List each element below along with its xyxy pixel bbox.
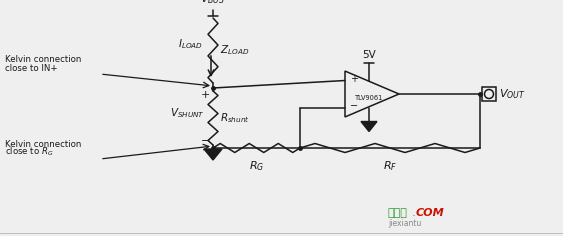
Text: Kelvin connection: Kelvin connection (5, 55, 82, 64)
Text: −: − (200, 136, 210, 146)
Text: $R_{shunt}$: $R_{shunt}$ (220, 111, 250, 125)
Text: 5V: 5V (362, 50, 376, 59)
Text: $Z_{LOAD}$: $Z_{LOAD}$ (220, 44, 249, 57)
Text: jiexiantu: jiexiantu (388, 219, 421, 228)
Text: $V_{OUT}$: $V_{OUT}$ (499, 87, 526, 101)
Text: close to $R_G$: close to $R_G$ (5, 146, 53, 158)
Text: $R_F$: $R_F$ (383, 159, 397, 173)
Text: +: + (350, 75, 358, 84)
Text: .: . (412, 206, 416, 219)
Text: close to IN+: close to IN+ (5, 64, 57, 73)
Text: $R_G$: $R_G$ (249, 159, 264, 173)
Bar (482, 87, 496, 101)
Text: −: − (350, 101, 358, 111)
Text: 接线图: 接线图 (388, 208, 408, 218)
Text: COM: COM (416, 208, 445, 218)
Text: +: + (200, 90, 210, 100)
Text: $V_{SHUNT}$: $V_{SHUNT}$ (170, 106, 205, 120)
Text: $V_{BUS}$: $V_{BUS}$ (200, 0, 226, 6)
Polygon shape (361, 122, 377, 131)
Text: TLV9061: TLV9061 (355, 95, 383, 101)
Text: $I_{LOAD}$: $I_{LOAD}$ (178, 37, 203, 51)
Polygon shape (204, 149, 222, 160)
Text: Kelvin connection: Kelvin connection (5, 140, 82, 149)
Polygon shape (345, 71, 399, 117)
